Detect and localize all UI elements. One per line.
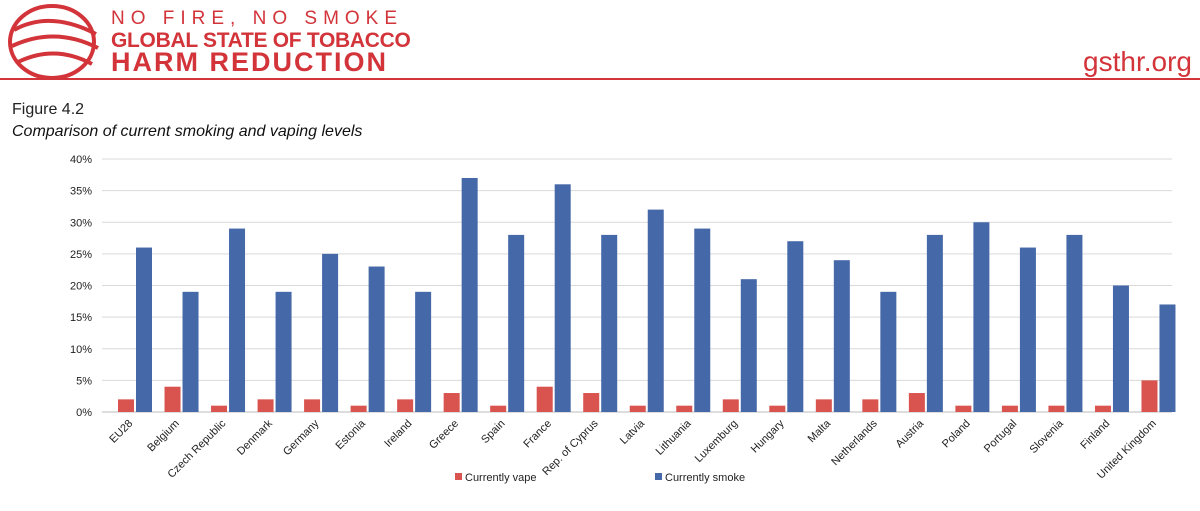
bar-vape bbox=[397, 399, 414, 412]
x-tick-label: Greece bbox=[427, 418, 461, 452]
legend-label: Currently smoke bbox=[665, 472, 745, 484]
bar-vape bbox=[769, 405, 786, 412]
x-tick-label: Portugal bbox=[982, 418, 1019, 455]
x-tick-label: EU28 bbox=[107, 418, 135, 446]
y-tick-label: 25% bbox=[70, 249, 92, 261]
y-tick-label: 0% bbox=[76, 407, 92, 419]
header: NO FIRE, NO SMOKE GLOBAL STATE OF TOBACC… bbox=[0, 0, 1200, 80]
bar-vape bbox=[211, 405, 228, 412]
x-tick-label: Belgium bbox=[145, 418, 182, 455]
legend-swatch bbox=[655, 473, 662, 480]
bar-smoke bbox=[322, 253, 339, 412]
logo-subtitle: HARM REDUCTION bbox=[111, 47, 388, 77]
legend-label: Currently vape bbox=[465, 472, 537, 484]
bar-smoke bbox=[275, 291, 292, 412]
bar-vape bbox=[118, 399, 134, 412]
bar-vape bbox=[722, 399, 739, 412]
y-tick-label: 10% bbox=[70, 344, 92, 356]
bar-vape bbox=[1001, 405, 1018, 412]
bar-vape bbox=[1048, 405, 1065, 412]
x-tick-label: Netherlands bbox=[829, 417, 880, 468]
bar-vape bbox=[629, 405, 646, 412]
x-tick-label: Latvia bbox=[618, 417, 648, 447]
bar-smoke bbox=[833, 260, 850, 412]
x-tick-label: Slovenia bbox=[1027, 417, 1066, 456]
bar-vape bbox=[490, 405, 507, 412]
legend-swatch bbox=[455, 473, 462, 480]
x-tick-label: Ireland bbox=[382, 418, 414, 450]
x-tick-label: Germany bbox=[281, 417, 322, 458]
bar-smoke bbox=[601, 234, 618, 412]
bar-vape bbox=[676, 405, 693, 412]
bar-smoke bbox=[554, 184, 571, 412]
bar-smoke bbox=[740, 279, 757, 412]
bar-vape bbox=[257, 399, 274, 412]
logo-title: GLOBAL STATE OF TOBACCO bbox=[111, 29, 411, 52]
x-tick-label: Poland bbox=[940, 418, 973, 451]
x-tick-label: France bbox=[521, 418, 554, 451]
figure-label: Figure 4.2 bbox=[12, 101, 85, 118]
logo-tagline: NO FIRE, NO SMOKE bbox=[111, 8, 404, 29]
x-tick-label: Finland bbox=[1078, 418, 1112, 452]
bar-smoke bbox=[182, 291, 199, 412]
y-tick-label: 15% bbox=[70, 312, 92, 324]
x-tick-label: Lithuania bbox=[654, 417, 695, 458]
bar-smoke bbox=[1066, 234, 1083, 412]
bar-smoke bbox=[1112, 285, 1129, 412]
bar-smoke bbox=[461, 177, 478, 412]
x-tick-label: Denmark bbox=[235, 417, 275, 457]
bar-vape bbox=[815, 399, 832, 412]
x-tick-label: Austria bbox=[894, 417, 927, 450]
bar-vape bbox=[862, 399, 879, 412]
x-tick-label: Hungary bbox=[749, 417, 787, 455]
bar-smoke bbox=[647, 209, 664, 412]
y-tick-label: 30% bbox=[70, 217, 92, 229]
figure-title: Comparison of current smoking and vaping… bbox=[12, 123, 363, 140]
bar-smoke bbox=[1159, 304, 1176, 412]
bar-vape bbox=[304, 399, 321, 412]
bar-vape bbox=[908, 393, 925, 412]
bar-vape bbox=[1094, 405, 1111, 412]
y-tick-label: 20% bbox=[70, 281, 92, 293]
bar-smoke bbox=[508, 234, 525, 412]
bar-vape bbox=[1141, 380, 1158, 412]
bar-vape bbox=[955, 405, 972, 412]
bar-smoke bbox=[1019, 247, 1036, 412]
bar-smoke bbox=[926, 234, 943, 412]
bar-vape bbox=[350, 405, 367, 412]
bar-vape bbox=[443, 393, 460, 412]
bar-smoke bbox=[229, 228, 246, 412]
bar-vape bbox=[583, 393, 600, 412]
x-tick-label: Luxemburg bbox=[693, 418, 740, 465]
x-tick-label: Estonia bbox=[334, 417, 369, 452]
bar-smoke bbox=[368, 266, 385, 412]
x-tick-label: Spain bbox=[479, 418, 507, 446]
bar-vape bbox=[164, 386, 181, 412]
bar-smoke bbox=[787, 241, 804, 412]
y-tick-label: 35% bbox=[70, 186, 92, 198]
y-tick-label: 5% bbox=[76, 375, 92, 387]
y-tick-label: 40% bbox=[70, 154, 92, 166]
bar-smoke bbox=[880, 291, 897, 412]
bar-smoke bbox=[415, 291, 432, 412]
site-link[interactable]: gsthr.org bbox=[1083, 46, 1192, 77]
bar-smoke bbox=[973, 222, 990, 412]
bar-smoke bbox=[694, 228, 711, 412]
x-tick-label: Malta bbox=[806, 417, 834, 445]
header-divider bbox=[0, 78, 1200, 80]
bar-vape bbox=[536, 386, 553, 412]
bar-smoke bbox=[136, 247, 152, 412]
